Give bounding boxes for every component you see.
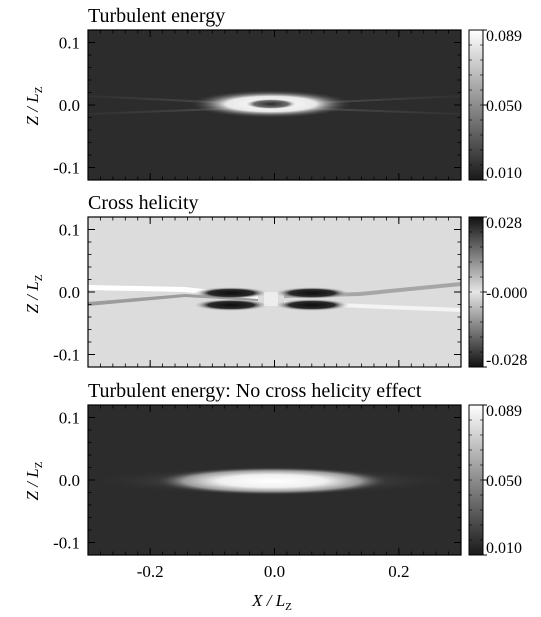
y-tick-label: -0.1 — [53, 346, 80, 365]
colorbar-tick-label: 0.089 — [486, 28, 522, 45]
y-tick-label: -0.1 — [53, 159, 80, 178]
x-tick-label: 0.0 — [264, 562, 285, 581]
heatmap-center-gap — [264, 292, 278, 306]
heatmap-field — [88, 30, 461, 180]
x-axis-label: X / LZ — [251, 591, 292, 613]
y-tick-label: 0.1 — [59, 34, 80, 53]
y-axis-label: Z / LZ — [23, 274, 45, 313]
heatmap-dark-lobe — [274, 287, 350, 299]
x-tick-label: -0.2 — [137, 562, 164, 581]
axes: -0.2 0.0 0.2 0.1 0.0 -0.1 — [53, 404, 462, 581]
colorbar-ticks: 0.089 0.050 0.010 — [469, 403, 522, 557]
y-tick-label: 0.1 — [59, 409, 80, 428]
y-tick-label: -0.1 — [53, 534, 80, 553]
y-axis-label: Z / LZ — [23, 86, 45, 125]
panel-cross-helicity: Cross helicity 0.1 0.0 -0.1 Z / LZ 0.028 -0… — [23, 192, 527, 369]
y-tick-label: 0.0 — [59, 96, 80, 115]
panel-turbulent-energy: Turbulent energy 0.1 0.0 -0.1 Z / LZ 0.089… — [23, 5, 522, 182]
axes: 0.1 0.0 -0.1 — [53, 216, 462, 368]
y-tick-label: 0.1 — [59, 221, 80, 240]
y-tick-label: 0.0 — [59, 471, 80, 490]
heatmap-dark-core — [246, 99, 296, 109]
x-tick-label: 0.2 — [388, 562, 409, 581]
heatmap-field — [88, 217, 461, 367]
colorbar-ticks: 0.089 0.050 0.010 — [469, 28, 522, 182]
y-axis-label: Z / LZ — [23, 461, 45, 500]
panel-turbulent-energy-no-cross-helicity: Turbulent energy: No cross helicity effe… — [23, 380, 522, 613]
panel-title: Cross helicity — [88, 192, 199, 214]
colorbar-tick-label: 0.089 — [486, 403, 522, 420]
y-tick-label: 0.0 — [59, 283, 80, 302]
axes: 0.1 0.0 -0.1 — [53, 29, 462, 181]
heatmap-field — [88, 405, 461, 555]
colorbar-ticks: 0.028 -0.000 -0.028 — [469, 215, 527, 369]
colorbar-tick-label: -0.000 — [486, 285, 527, 302]
heatmap-bright-band-left — [88, 285, 258, 299]
colorbar-tick-label: -0.028 — [486, 352, 527, 369]
heatmap-dark-lobe — [193, 287, 269, 299]
heatmap-dark-lobe — [274, 299, 350, 311]
panel-title: Turbulent energy — [88, 5, 225, 27]
colorbar-tick-label: 0.028 — [486, 215, 522, 232]
heatmap-bright-ellipse — [154, 467, 390, 495]
colorbar-tick-label: 0.010 — [486, 540, 522, 557]
panel-title: Turbulent energy: No cross helicity effe… — [88, 380, 422, 402]
colorbar-tick-label: 0.050 — [486, 473, 522, 490]
heatmap-dark-lobe — [193, 299, 269, 311]
colorbar-tick-label: 0.050 — [486, 98, 522, 115]
colorbar-tick-label: 0.010 — [486, 165, 522, 182]
